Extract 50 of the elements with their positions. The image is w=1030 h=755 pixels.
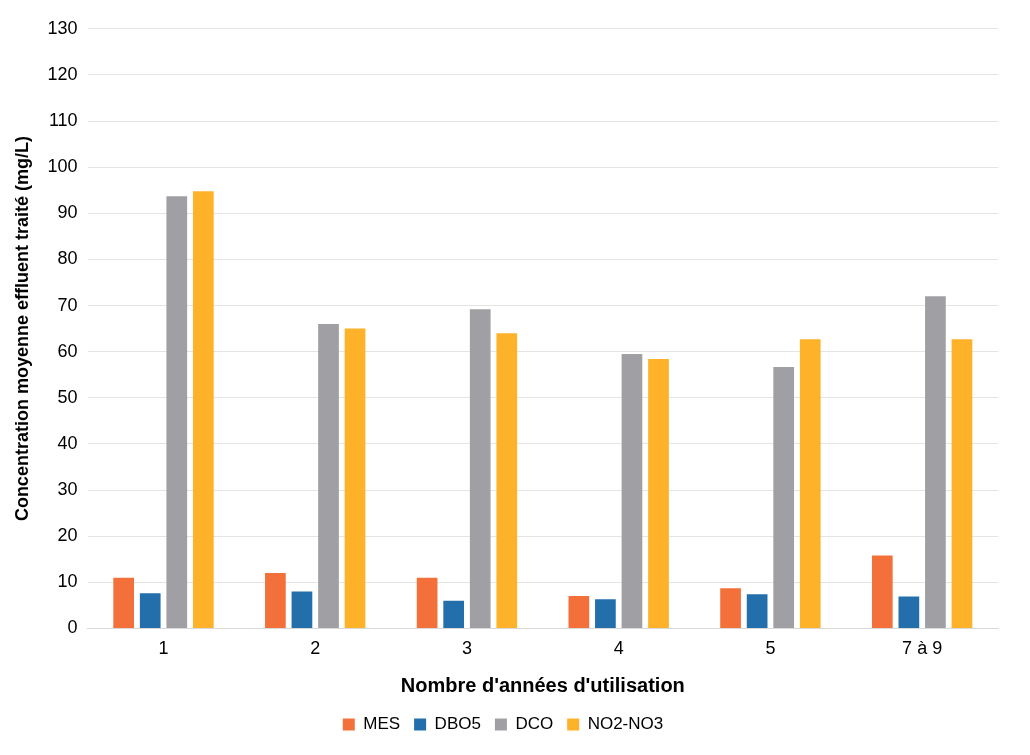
x-tick-label: 3 [461, 638, 472, 659]
bar [443, 600, 465, 628]
bar [799, 339, 821, 628]
y-tick-label: 40 [57, 432, 78, 453]
y-tick-label: 60 [57, 340, 78, 361]
bar [871, 555, 893, 628]
x-tick-label: 5 [765, 638, 776, 659]
bar [746, 594, 768, 628]
y-tick-label: 20 [57, 525, 78, 546]
bar [951, 339, 973, 628]
legend-label: DCO [515, 714, 554, 734]
x-tick-label: 4 [613, 638, 624, 659]
y-tick-label: 110 [48, 110, 78, 131]
bar [595, 599, 616, 628]
bar [192, 191, 214, 628]
bar [898, 596, 920, 628]
y-tick-label: 130 [47, 17, 78, 38]
y-tick-label: 30 [57, 479, 78, 499]
legend-label: DBO5 [434, 714, 481, 734]
x-axis-title: Nombre d'années d'utilisation [400, 673, 685, 696]
bar [139, 593, 161, 628]
legend-label: NO2-NO3 [587, 714, 664, 734]
y-tick-label: 0 [67, 617, 78, 638]
bar [265, 573, 286, 628]
bar [720, 588, 741, 628]
y-tick-label: 90 [57, 202, 78, 223]
bar [113, 577, 135, 628]
y-tick-label: 100 [47, 156, 78, 177]
y-axis-title: Concentration moyenne effluent traité (mg/L) [11, 136, 32, 522]
bar [496, 333, 518, 628]
y-tick-label: 10 [57, 571, 78, 592]
bar [469, 309, 491, 628]
bar [925, 296, 946, 628]
x-tick-label: 2 [310, 638, 321, 659]
bar [344, 328, 366, 628]
bar [773, 366, 795, 628]
y-tick-label: 50 [57, 386, 78, 407]
bar [318, 323, 339, 628]
bar [648, 359, 669, 628]
bar [291, 591, 313, 628]
x-tick-label: 7 à 9 [902, 638, 943, 659]
bar [166, 196, 188, 628]
bar [568, 596, 590, 628]
y-tick-label: 70 [57, 294, 78, 315]
bar [621, 353, 643, 628]
y-tick-label: 120 [47, 63, 78, 84]
x-tick-label: 1 [158, 638, 169, 659]
legend-label: MES [363, 714, 401, 734]
bar [416, 577, 438, 628]
y-tick-label: 80 [57, 248, 78, 269]
